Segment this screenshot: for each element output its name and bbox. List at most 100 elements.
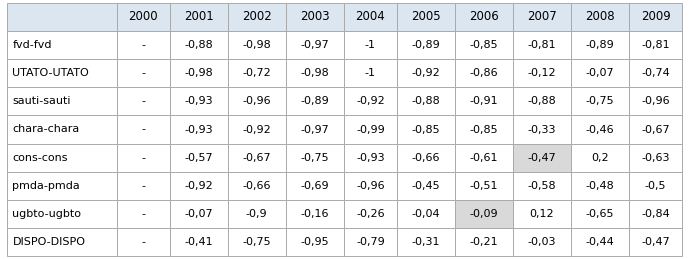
Text: -0,81: -0,81 [528, 40, 556, 50]
Text: -0,47: -0,47 [528, 153, 556, 163]
Text: -0,04: -0,04 [411, 209, 440, 219]
Bar [629, 116, 682, 143]
Bar [7, 200, 116, 228]
Bar [455, 200, 513, 228]
Text: -0,88: -0,88 [528, 96, 556, 106]
Bar [286, 172, 344, 200]
Bar [571, 87, 629, 116]
Text: ugbto-ugbto: ugbto-ugbto [12, 209, 81, 219]
Bar [7, 172, 116, 200]
Bar [455, 3, 513, 31]
Text: -0,89: -0,89 [300, 96, 329, 106]
Text: -0,85: -0,85 [470, 40, 498, 50]
Text: -0,89: -0,89 [586, 40, 615, 50]
Bar [397, 59, 455, 87]
Text: 2007: 2007 [527, 10, 557, 23]
Bar [397, 116, 455, 143]
Bar [629, 87, 682, 116]
Text: -0,67: -0,67 [641, 125, 670, 134]
Bar [455, 59, 513, 87]
Text: pmda-pmda: pmda-pmda [12, 181, 80, 191]
Bar [228, 31, 286, 59]
Bar [571, 200, 629, 228]
Text: -: - [141, 40, 145, 50]
Bar [169, 3, 228, 31]
Bar [286, 228, 344, 256]
Text: UTATO-UTATO: UTATO-UTATO [12, 68, 89, 78]
Text: -0,95: -0,95 [300, 237, 329, 247]
Bar [397, 31, 455, 59]
Text: -0,98: -0,98 [243, 40, 271, 50]
Text: chara-chara: chara-chara [12, 125, 80, 134]
Text: -1: -1 [365, 68, 376, 78]
Text: -0,66: -0,66 [243, 181, 271, 191]
Text: -0,75: -0,75 [300, 153, 329, 163]
Bar [286, 200, 344, 228]
Bar [7, 3, 116, 31]
Text: -0,57: -0,57 [185, 153, 213, 163]
Bar [344, 116, 397, 143]
Text: -0,93: -0,93 [356, 153, 384, 163]
Bar [344, 143, 397, 172]
Text: -0,98: -0,98 [300, 68, 329, 78]
Bar [397, 200, 455, 228]
Text: -0,61: -0,61 [470, 153, 498, 163]
Text: -0,33: -0,33 [528, 125, 556, 134]
Text: -0,26: -0,26 [356, 209, 384, 219]
Text: -: - [141, 125, 145, 134]
Text: 2004: 2004 [356, 10, 385, 23]
Bar [344, 3, 397, 31]
Text: -0,99: -0,99 [356, 125, 384, 134]
Text: -0,74: -0,74 [641, 68, 670, 78]
Bar [571, 3, 629, 31]
Text: -: - [141, 181, 145, 191]
Bar [455, 172, 513, 200]
Bar [228, 172, 286, 200]
Bar [513, 87, 571, 116]
Bar [228, 200, 286, 228]
Bar [286, 116, 344, 143]
Bar [7, 87, 116, 116]
Bar [169, 87, 228, 116]
Text: -0,03: -0,03 [528, 237, 556, 247]
Bar [116, 59, 169, 87]
Text: -0,9: -0,9 [246, 209, 267, 219]
Text: -0,79: -0,79 [356, 237, 384, 247]
Bar [455, 228, 513, 256]
Bar [7, 116, 116, 143]
Bar [116, 200, 169, 228]
Bar [169, 172, 228, 200]
Bar [228, 59, 286, 87]
Bar [286, 3, 344, 31]
Bar [344, 87, 397, 116]
Bar [629, 200, 682, 228]
Text: 2009: 2009 [641, 10, 670, 23]
Text: -0,93: -0,93 [185, 96, 213, 106]
Bar [344, 228, 397, 256]
Bar [455, 31, 513, 59]
Text: 2006: 2006 [469, 10, 499, 23]
Bar [513, 143, 571, 172]
Bar [286, 31, 344, 59]
Bar [455, 116, 513, 143]
Text: -0,84: -0,84 [641, 209, 670, 219]
Bar [344, 31, 397, 59]
Text: -0,96: -0,96 [243, 96, 271, 106]
Bar [397, 87, 455, 116]
Bar [397, 143, 455, 172]
Bar [169, 228, 228, 256]
Bar [344, 59, 397, 87]
Bar [116, 31, 169, 59]
Bar [513, 31, 571, 59]
Bar [513, 200, 571, 228]
Text: -: - [141, 237, 145, 247]
Text: sauti-sauti: sauti-sauti [12, 96, 71, 106]
Bar [513, 59, 571, 87]
Bar [397, 228, 455, 256]
Bar [7, 228, 116, 256]
Text: -0,58: -0,58 [528, 181, 556, 191]
Bar [169, 200, 228, 228]
Text: -0,88: -0,88 [185, 40, 213, 50]
Text: 2000: 2000 [128, 10, 158, 23]
Bar [169, 59, 228, 87]
